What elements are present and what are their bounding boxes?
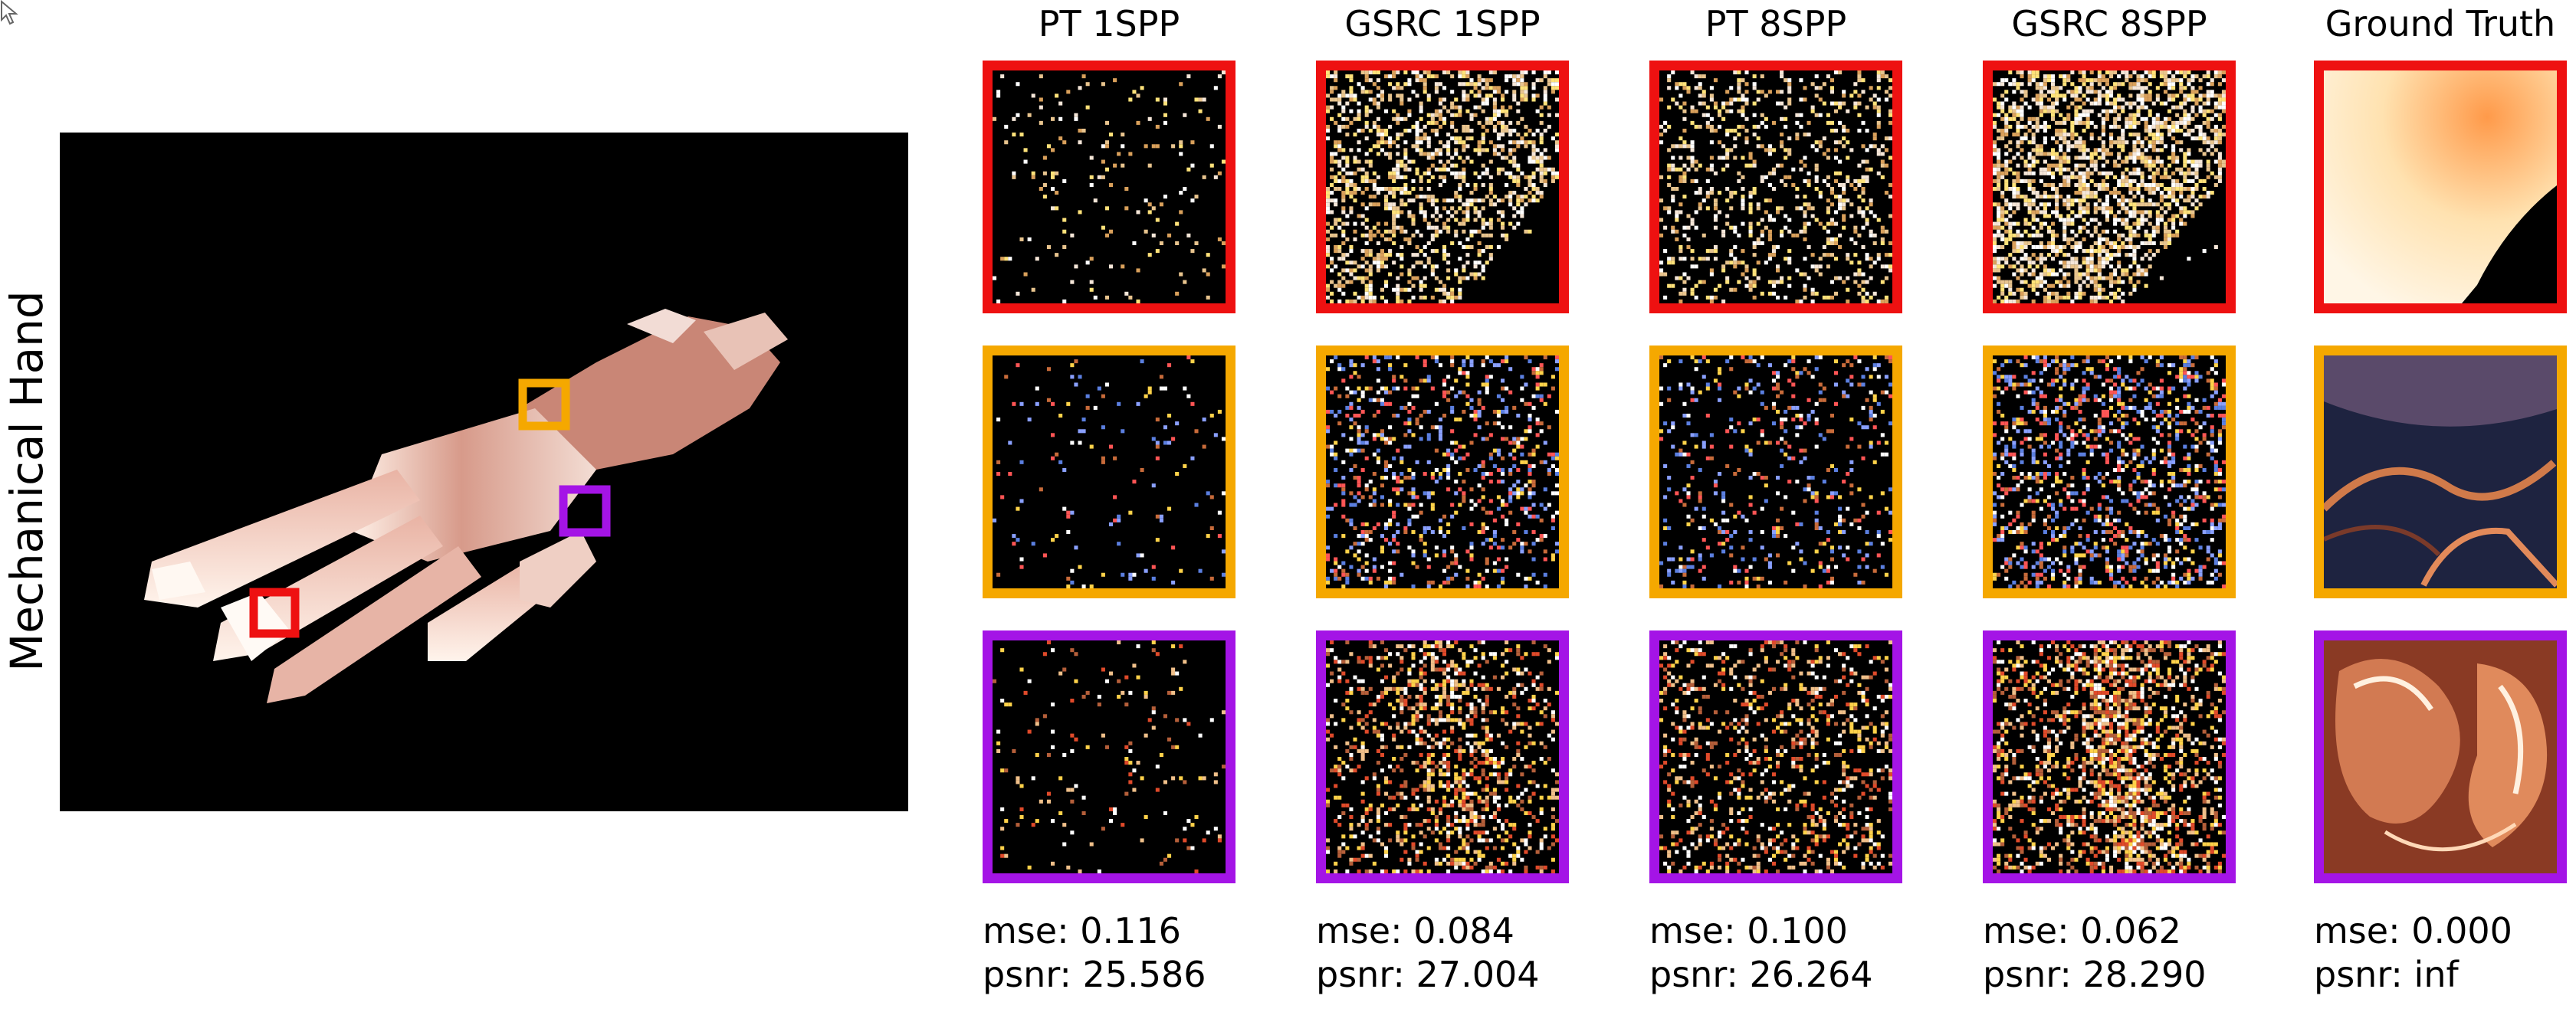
psnr-value: psnr: 28.290 bbox=[1983, 954, 2207, 995]
red-crop-image bbox=[1659, 70, 1892, 303]
column-title: PT 8SPP bbox=[1705, 3, 1847, 44]
red-crop-1 bbox=[1316, 61, 1569, 313]
orange-crop-3 bbox=[1983, 346, 2236, 598]
purple-crop-3 bbox=[1983, 630, 2236, 883]
mse-value: mse: 0.000 bbox=[2314, 910, 2512, 951]
row-label-text: Mechanical Hand bbox=[1, 290, 53, 672]
purple-crop-1 bbox=[1316, 630, 1569, 883]
purple-crop-image bbox=[993, 640, 1226, 873]
red-crop-4 bbox=[2314, 61, 2567, 313]
orange-crop-2 bbox=[1649, 346, 1902, 598]
purple-crop-image bbox=[1993, 640, 2226, 873]
column-title: PT 1SPP bbox=[1038, 3, 1180, 44]
orange-crop-0 bbox=[983, 346, 1235, 598]
orange-crop-image bbox=[1659, 355, 1892, 588]
mse-value: mse: 0.116 bbox=[983, 910, 1181, 951]
purple-crop-image bbox=[1326, 640, 1559, 873]
psnr-value: psnr: 26.264 bbox=[1649, 954, 1873, 995]
purple-crop-0 bbox=[983, 630, 1235, 883]
column-title: GSRC 8SPP bbox=[2011, 3, 2207, 44]
red-crop-image bbox=[1993, 70, 2226, 303]
purple-crop-image bbox=[1659, 640, 1892, 873]
red-crop-0 bbox=[983, 61, 1235, 313]
orange-crop-image bbox=[993, 355, 1226, 588]
mechanical-hand-image bbox=[144, 309, 788, 703]
purple-highlight-box bbox=[559, 485, 611, 537]
orange-crop-image bbox=[1326, 355, 1559, 588]
overview-render bbox=[60, 133, 908, 811]
orange-crop-1 bbox=[1316, 346, 1569, 598]
red-crop-image bbox=[993, 70, 1226, 303]
psnr-value: psnr: 27.004 bbox=[1316, 954, 1540, 995]
mouse-cursor-icon bbox=[1, 0, 18, 25]
orange-crop-4 bbox=[2314, 346, 2567, 598]
mse-value: mse: 0.062 bbox=[1983, 910, 2181, 951]
purple-crop-4 bbox=[2314, 630, 2567, 883]
red-crop-3 bbox=[1983, 61, 2236, 313]
orange-crop-image bbox=[2324, 355, 2557, 588]
mse-value: mse: 0.084 bbox=[1316, 910, 1514, 951]
red-crop-2 bbox=[1649, 61, 1902, 313]
purple-crop-2 bbox=[1649, 630, 1902, 883]
red-highlight-box bbox=[249, 588, 300, 638]
red-crop-image bbox=[2324, 70, 2557, 303]
orange-crop-image bbox=[1993, 355, 2226, 588]
column-title: GSRC 1SPP bbox=[1344, 3, 1541, 44]
mse-value: mse: 0.100 bbox=[1649, 910, 1848, 951]
purple-crop-image bbox=[2324, 640, 2557, 873]
psnr-value: psnr: inf bbox=[2314, 954, 2459, 995]
orange-highlight-box bbox=[518, 378, 570, 431]
red-crop-image bbox=[1326, 70, 1559, 303]
psnr-value: psnr: 25.586 bbox=[983, 954, 1206, 995]
column-title: Ground Truth bbox=[2325, 3, 2556, 44]
